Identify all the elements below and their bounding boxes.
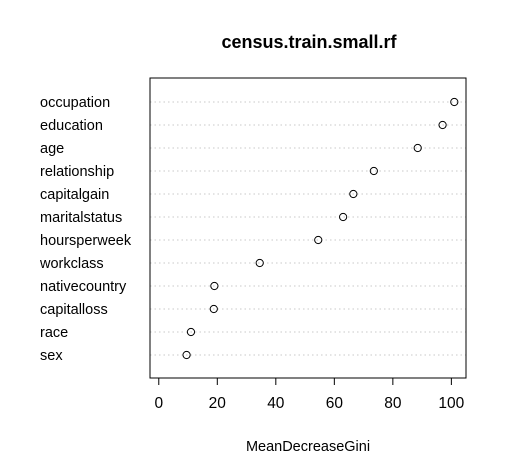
x-tick-label: 0 <box>154 395 163 412</box>
data-point <box>339 212 348 222</box>
x-tick-label: 40 <box>267 395 285 412</box>
x-tick-label: 80 <box>384 395 402 412</box>
x-axis: 0 20 40 60 80 100 <box>154 377 465 412</box>
data-point <box>450 97 459 107</box>
x-tick-label: 20 <box>209 395 227 412</box>
data-point <box>186 327 196 337</box>
category-labels: occupation education age relationship capita… <box>39 95 132 364</box>
data-point <box>255 258 264 268</box>
data-point <box>314 235 323 245</box>
x-tick-label: 100 <box>438 395 464 412</box>
category-label: relationship <box>40 164 114 180</box>
x-tick-label: 60 <box>326 395 344 412</box>
data-point <box>210 281 219 291</box>
category-label: age <box>40 141 64 157</box>
plot-frame <box>149 77 467 379</box>
x-axis-label: MeanDecreaseGini <box>246 439 370 455</box>
data-point <box>209 304 218 314</box>
chart-title: census.train.small.rf <box>221 32 397 52</box>
data-point <box>349 189 358 199</box>
category-label: capitalgain <box>40 187 109 203</box>
data-points <box>182 97 459 360</box>
data-point <box>413 143 422 153</box>
category-label: hoursperweek <box>40 233 132 249</box>
category-label: sex <box>40 348 63 364</box>
category-label: nativecountry <box>40 279 127 295</box>
grid-lines <box>150 101 466 356</box>
data-point <box>438 120 447 130</box>
category-label: maritalstatus <box>40 210 122 226</box>
category-label: capitalloss <box>40 302 108 318</box>
category-label: occupation <box>40 95 110 111</box>
category-label: education <box>40 118 103 134</box>
data-point <box>369 166 378 176</box>
category-label: race <box>40 325 68 341</box>
data-point <box>182 350 191 360</box>
category-label: workclass <box>39 256 104 272</box>
